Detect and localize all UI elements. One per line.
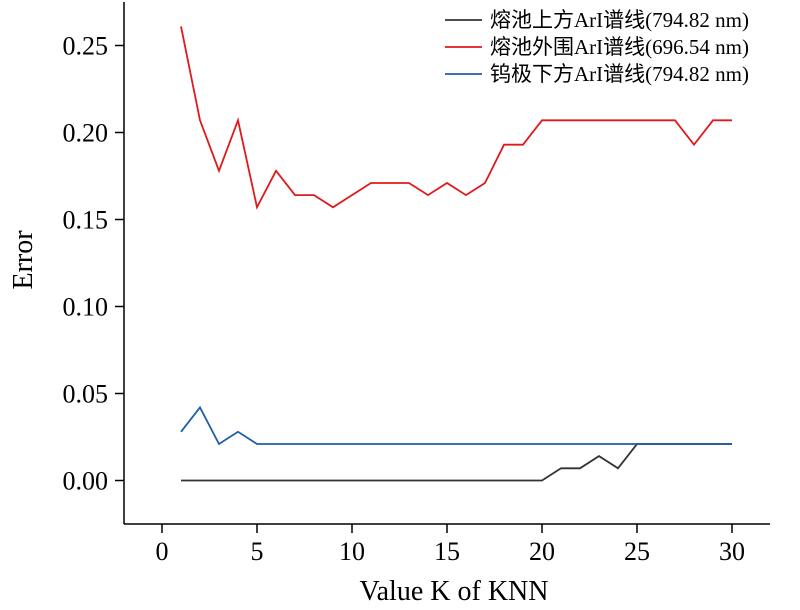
y-axis-title: Error: [8, 230, 39, 290]
series-line-2: [180, 26, 732, 210]
series-line-3: [180, 405, 732, 446]
x-tick-label: 15: [434, 537, 460, 566]
axis-ticks: 0 5 10 15 20 25 30 0.00 0.05 0.10 0.15 0.20 0.25: [63, 32, 746, 567]
y-tick-label: 0.20: [63, 119, 109, 148]
legend: 熔池上方ArI谱线(794.82 nm) 熔池外围ArI谱线(696.54 nm)…: [445, 8, 749, 86]
y-tick-label: 0.05: [63, 380, 109, 409]
x-tick-label: 30: [719, 537, 745, 566]
x-tick-label: 20: [529, 537, 555, 566]
x-axis-title: Value K of KNN: [360, 576, 549, 607]
y-tick-label: 0.15: [63, 206, 109, 235]
legend-label: 熔池上方ArI谱线(794.82 nm): [490, 8, 749, 32]
x-tick-label: 10: [339, 537, 365, 566]
series-layer: [180, 26, 732, 482]
legend-label: 熔池外围ArI谱线(696.54 nm): [490, 35, 749, 59]
x-tick-label: 25: [624, 537, 650, 566]
legend-label: 钨极下方ArI谱线(794.82 nm): [490, 62, 749, 86]
y-tick-label: 0.10: [63, 293, 109, 322]
x-tick-label: 0: [156, 537, 169, 566]
y-tick-label: 0.00: [63, 467, 109, 496]
y-tick-label: 0.25: [63, 32, 109, 61]
x-tick-label: 5: [251, 537, 264, 566]
series-line-1: [181, 443, 732, 482]
